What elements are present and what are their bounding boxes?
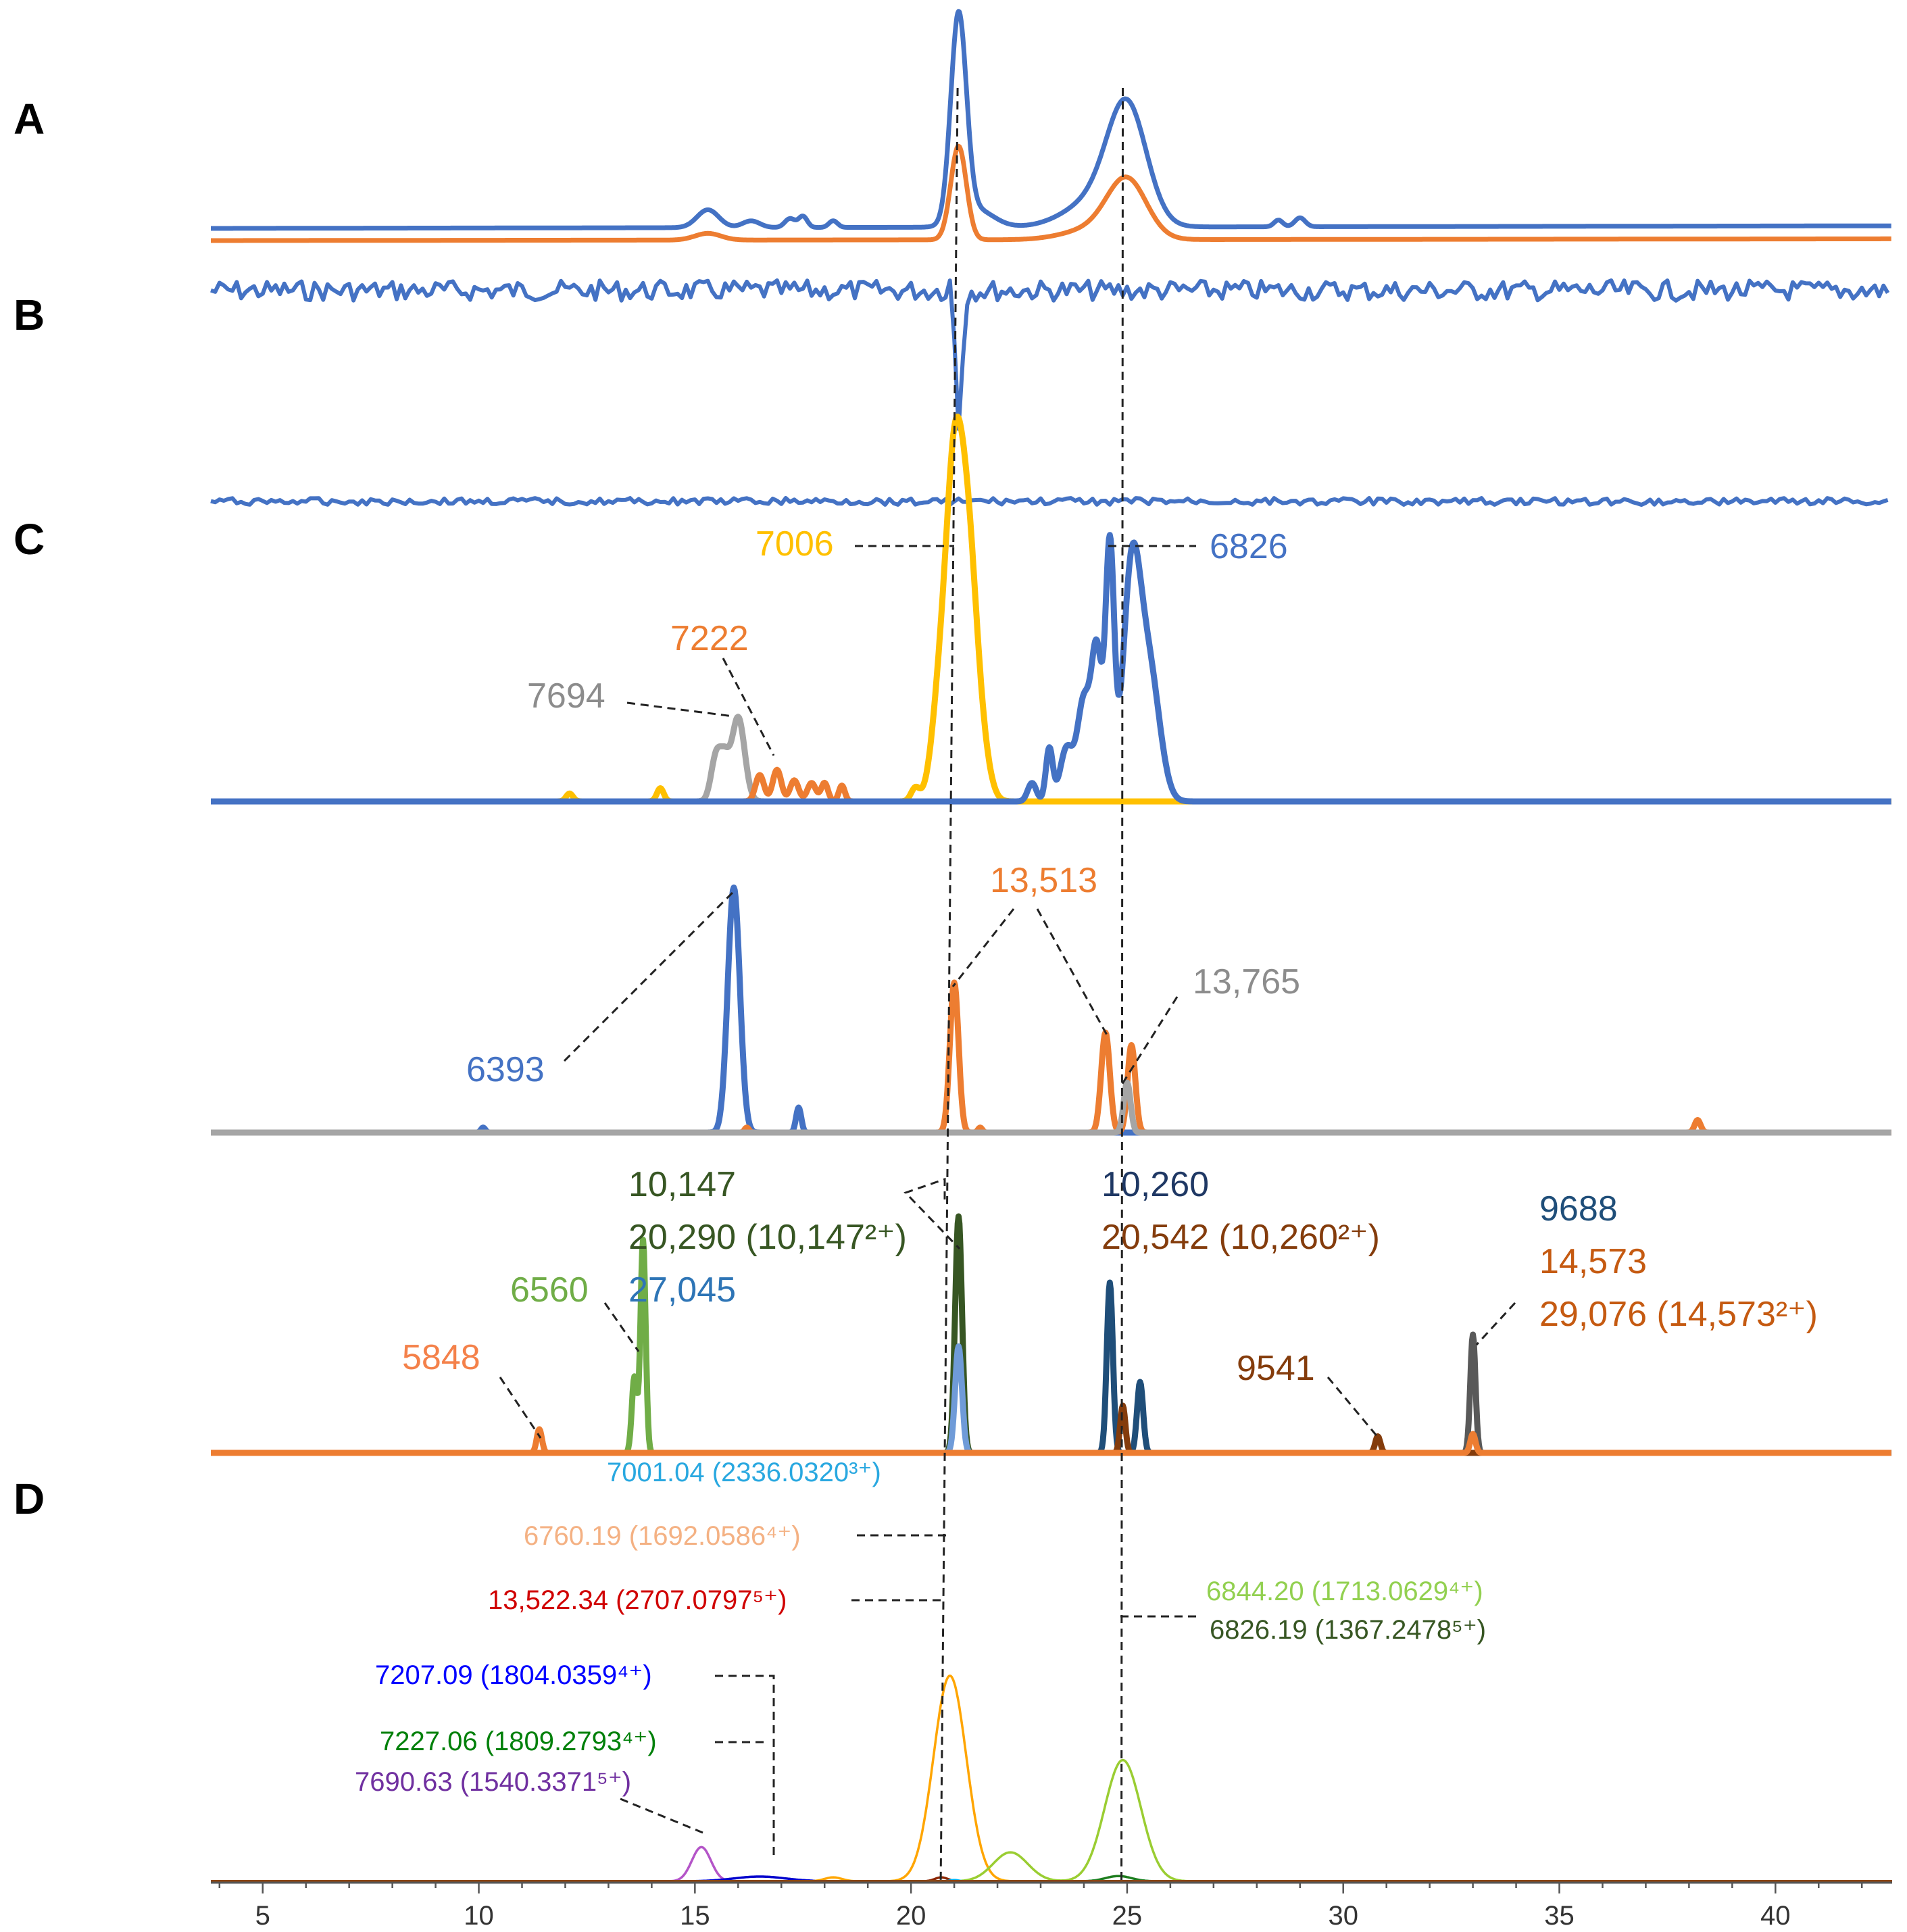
panel-c1-trace-1	[208, 766, 1893, 805]
leader-13765	[1120, 996, 1179, 1085]
panel-a-trace-orange	[209, 143, 1893, 243]
label-9541: 9541	[1237, 1349, 1315, 1388]
panel-letter-d: D	[14, 1475, 45, 1523]
label-9688: 9688	[1539, 1189, 1618, 1229]
panel-d-trace-0	[210, 1846, 1892, 1883]
leader-lines	[499, 545, 1516, 1860]
panel-c3-trace-0	[208, 1426, 1893, 1456]
label-6826: 6826	[1210, 527, 1288, 566]
leader-9688	[1475, 1302, 1516, 1346]
panel-letter-b: B	[14, 291, 45, 339]
label-13513: 13,513	[990, 861, 1097, 900]
panel-letter-a: A	[14, 95, 45, 143]
label-6393: 6393	[466, 1050, 545, 1089]
label-7690-63: 7690.63 (1540.3371⁵⁺)	[355, 1767, 631, 1797]
leader-6560	[603, 1302, 640, 1352]
x-axis: 5 10 15 20 25 30 35 40	[211, 1881, 1892, 1931]
panel-c1-trace-3	[208, 532, 1893, 805]
label-29076: 29,076 (14,573²⁺)	[1539, 1295, 1818, 1334]
leader-13513-b	[1036, 908, 1110, 1038]
label-7001-04: 7001.04 (2336.0320³⁺)	[607, 1458, 881, 1487]
guide-line-0	[939, 87, 959, 1882]
panel-c2-trace-2	[208, 1079, 1893, 1136]
leader-10147	[903, 1177, 961, 1250]
x-tick-label: 5	[255, 1901, 270, 1931]
x-tick-label: 35	[1544, 1901, 1575, 1931]
label-7207-09: 7207.09 (1804.0359⁴⁺)	[375, 1660, 652, 1690]
panel-c1-trace-2	[208, 414, 1893, 805]
label-27045: 27,045	[628, 1270, 736, 1310]
panel-c3-trace-8	[208, 1431, 1893, 1456]
label-10260: 10,260	[1101, 1165, 1209, 1204]
label-14573: 14,573	[1539, 1242, 1647, 1281]
label-10147: 10,147	[628, 1165, 736, 1204]
panel-c2-trace-1	[208, 979, 1893, 1136]
x-tick-label: 25	[1112, 1901, 1143, 1931]
label-6560: 6560	[510, 1270, 589, 1310]
panel-a-trace-blue	[209, 9, 1893, 231]
x-tick-label: 40	[1760, 1901, 1791, 1931]
panel-c3-trace-5	[208, 1402, 1893, 1456]
panel-c2-trace-0	[208, 884, 1893, 1136]
label-13522-34: 13,522.34 (2707.0797⁵⁺)	[488, 1585, 787, 1615]
x-tick-label: 15	[680, 1901, 710, 1931]
leader-7694	[626, 701, 734, 718]
label-6844-20: 6844.20 (1713.0629⁴⁺)	[1206, 1577, 1483, 1606]
label-20542: 20,542 (10,260²⁺)	[1101, 1218, 1380, 1257]
label-6760-19: 6760.19 (1692.0586⁴⁺)	[524, 1521, 801, 1551]
leader-13513-a	[951, 908, 1015, 987]
label-7222: 7222	[670, 619, 749, 658]
trace-layer	[208, 9, 1893, 1883]
panel-b-upper-trace	[210, 278, 1890, 431]
label-7694: 7694	[527, 676, 605, 716]
label-20290: 20,290 (10,147²⁺)	[628, 1218, 907, 1257]
panel-b-lower-trace	[210, 496, 1889, 507]
leader-9541	[1327, 1377, 1380, 1439]
label-5848: 5848	[402, 1338, 480, 1377]
label-7227-06: 7227.06 (1809.2793⁴⁺)	[380, 1727, 657, 1756]
leader-5848	[499, 1377, 542, 1439]
label-13765: 13,765	[1193, 962, 1300, 1001]
x-tick-label: 20	[896, 1901, 926, 1931]
leader-7207	[715, 1675, 775, 1860]
label-7006: 7006	[756, 524, 834, 564]
x-tick-label: 10	[464, 1901, 494, 1931]
guide-line-layer	[939, 87, 1124, 1882]
leader-7690	[620, 1798, 703, 1834]
leader-7222	[722, 658, 775, 756]
guide-line-1	[1120, 87, 1124, 1882]
x-tick-label: 30	[1328, 1901, 1358, 1931]
label-6826-19: 6826.19 (1367.2478⁵⁺)	[1210, 1615, 1486, 1645]
panel-letter-c: C	[14, 515, 45, 564]
leader-6393	[563, 891, 735, 1062]
